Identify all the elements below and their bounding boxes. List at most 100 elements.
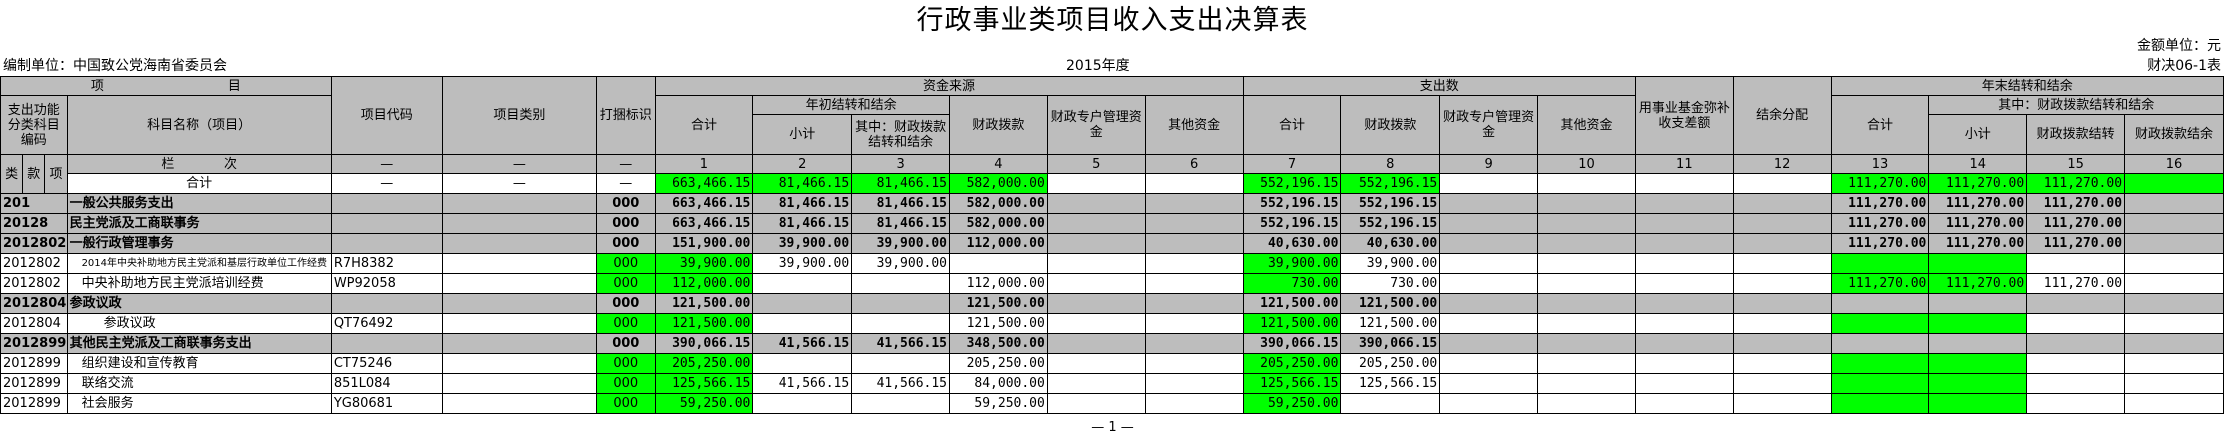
row-value: 111,270.00 [2026,233,2126,254]
total-code: — [330,173,443,194]
table-row: 2012802 一般行政管理事务 000 151,900.00 39,900.00 39,… [0,233,2224,254]
total-value: 111,270.00 [1928,173,2028,194]
row-value [2026,253,2126,274]
row-value [752,313,853,334]
header-dash: — [330,154,443,174]
row-value: 121,500.00 [1340,293,1441,314]
row-project-code: R7H8382 [330,253,443,274]
total-flag: — [596,173,656,194]
row-project-type [441,373,598,394]
row-value [1830,333,1930,354]
row-pack-flag: 000 [596,193,656,214]
row-value: 121,500.00 [1242,293,1342,314]
row-value [2124,253,2224,274]
header-subject-name: 科目名称（项目） [66,95,332,155]
row-value [752,273,853,294]
row-value [1046,273,1146,294]
row-value [1830,293,1930,314]
row-value [1144,353,1244,374]
row-value: 205,250.00 [949,353,1048,374]
row-project-type [441,273,598,294]
row-value: 39,900.00 [851,233,951,254]
row-value [1732,333,1832,354]
row-value: 112,000.00 [949,233,1048,254]
row-value [1830,253,1930,274]
total-value: 111,270.00 [1830,173,1930,194]
row-value [1439,213,1539,234]
page-number: — 1 — [1091,420,1134,435]
row-value [1634,313,1734,334]
row-value: 81,466.15 [851,193,951,214]
report-title: 行政事业类项目收入支出决算表 [916,5,1309,36]
table-row: 2012802 中央补助地方民主党派培训经费 WP92058 000 112,000.0… [0,273,2224,294]
header-fin-appropriation: 财政拨款 [949,95,1048,155]
header-exp-special: 财政专户管理资金 [1439,95,1539,155]
header-subtotal: 小计 [752,114,853,155]
row-project-code [330,333,443,354]
row-value [1732,373,1832,394]
row-pack-flag: 000 [596,293,656,314]
row-value: 121,500.00 [654,313,754,334]
row-pack-flag: 000 [596,313,656,334]
row-func-code: 2012802 [0,233,68,254]
row-value [851,273,951,294]
row-value [1144,393,1244,414]
total-row: 合计 — — — 663,466.15 81,466.15 81,466.15 582… [1,173,2224,194]
total-value: 111,270.00 [2026,173,2126,194]
row-pack-flag: 000 [596,393,656,414]
column-number: 14 [1928,154,2028,174]
row-value [1634,193,1734,214]
row-value [2026,313,2126,334]
row-value: 582,000.00 [949,193,1048,214]
table-row: 2012899 社会服务 YG80681 000 59,250.00 59,250.00 5… [0,393,2224,414]
row-func-code: 2012899 [0,333,68,354]
row-value [1439,193,1539,214]
header-year-begin: 年初结转和结余 [752,95,951,115]
column-number: 4 [949,154,1048,174]
row-value [851,393,951,414]
row-value [1634,213,1734,234]
total-value [1634,173,1734,194]
row-value: 41,566.15 [752,333,853,354]
row-value [2124,393,2224,414]
row-value [1046,373,1146,394]
header-fund-source: 资金来源 [654,76,1244,96]
row-value: 730.00 [1340,273,1441,294]
row-value [1046,293,1146,314]
row-subject-name: 参政议政 [66,313,332,334]
row-func-code: 2012804 [0,313,68,334]
row-project-type [441,353,598,374]
row-value: 81,466.15 [752,213,853,234]
row-project-type [441,233,598,254]
row-value [1732,353,1832,374]
row-value [1144,313,1244,334]
row-value [1537,333,1636,354]
row-value [1928,373,2028,394]
row-value [2026,353,2126,374]
year-label: 2015年度 [1066,58,1130,74]
row-value [1144,233,1244,254]
row-subject-name: 民主党派及工商联事务 [66,213,332,234]
row-value [1439,293,1539,314]
total-value: 81,466.15 [851,173,951,194]
row-value [1537,253,1636,274]
row-value: 59,250.00 [949,393,1048,414]
row-project-type [441,313,598,334]
row-pack-flag: 000 [596,213,656,234]
row-value [1439,353,1539,374]
column-number: 11 [1634,154,1734,174]
header-dash: — [596,154,656,174]
header-pack-flag: 打捆标识 [596,76,656,155]
report-table: 项 目 项目代码 项目类别 打捆标识 资金来源 支出数 用事业基金弥补收支差额 … [0,76,2225,414]
row-value [1046,233,1146,254]
row-func-code: 2012802 [0,273,68,294]
row-value [1439,233,1539,254]
row-project-type [441,213,598,234]
row-value: 552,196.15 [1242,213,1342,234]
row-value [1439,373,1539,394]
row-value: 41,566.15 [752,373,853,394]
column-number: 2 [752,154,853,174]
row-value [1046,393,1146,414]
row-value: 39,900.00 [752,233,853,254]
row-value [851,293,951,314]
